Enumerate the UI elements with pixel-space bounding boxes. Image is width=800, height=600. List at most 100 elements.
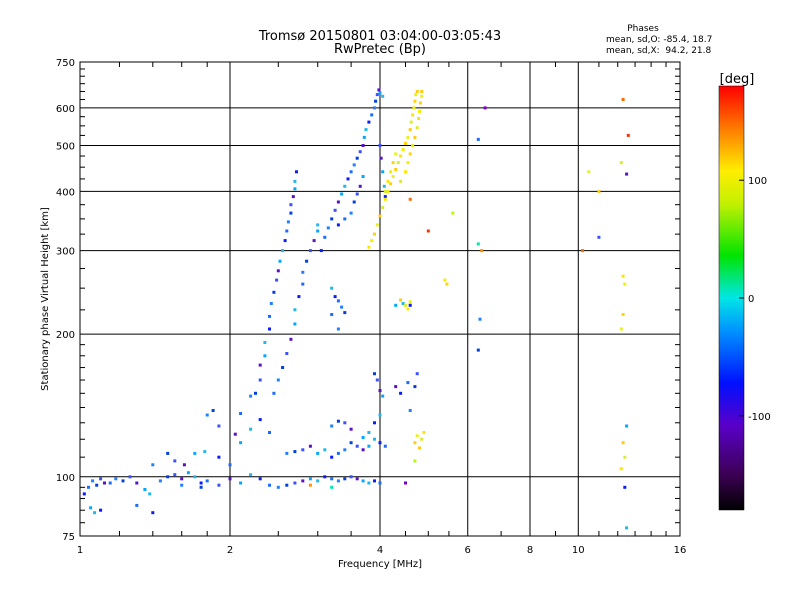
echo-point <box>180 477 184 481</box>
y-tick-label: 75 <box>62 532 75 543</box>
echo-point <box>426 229 430 233</box>
echo-point <box>367 444 371 448</box>
y-tick-labels: 75 100 200 300 400 500 600 750 <box>56 58 75 543</box>
echo-point <box>211 409 215 412</box>
echo-point <box>316 451 320 455</box>
echo-point <box>422 431 426 434</box>
echo-point <box>330 477 334 481</box>
echo-point <box>381 394 385 398</box>
echo-point <box>417 117 421 120</box>
minor-ticks <box>80 62 680 536</box>
echo-point <box>408 128 412 132</box>
echo-point <box>323 235 327 239</box>
y-tick-label: 300 <box>56 247 75 258</box>
echo-point <box>297 295 301 299</box>
echo-point <box>301 282 305 286</box>
echo-point <box>349 441 353 445</box>
echo-point <box>268 483 271 487</box>
y-tick-label: 400 <box>56 187 75 198</box>
echo-point <box>378 144 382 147</box>
echo-point <box>343 477 347 481</box>
echo-point <box>383 444 387 448</box>
plot-frame <box>79 61 681 537</box>
echo-point <box>301 479 305 483</box>
echo-point <box>330 424 334 428</box>
echo-point <box>367 120 371 124</box>
echo-point <box>394 303 398 307</box>
echo-point <box>355 156 359 160</box>
echo-point <box>480 249 484 253</box>
echo-point <box>336 479 340 483</box>
echo-point <box>619 161 623 165</box>
echo-point <box>228 463 232 467</box>
echo-point <box>293 322 297 326</box>
echo-point <box>370 113 374 117</box>
echo-point <box>186 471 190 475</box>
echo-point <box>276 269 280 273</box>
echo-point <box>308 477 312 481</box>
echo-point <box>289 203 293 207</box>
echo-point <box>323 475 327 479</box>
echo-points <box>82 88 630 530</box>
echo-point <box>281 366 285 369</box>
echo-point <box>349 475 353 479</box>
phase-stats-x: mean, sd,X: 94.2, 21.8 <box>606 46 712 56</box>
echo-point <box>399 179 403 183</box>
echo-point <box>386 179 390 183</box>
echo-point <box>587 170 591 174</box>
echo-point <box>381 170 385 174</box>
echo-point <box>333 208 337 212</box>
echo-point <box>476 137 480 141</box>
echo-point <box>415 126 419 130</box>
echo-point <box>406 135 410 139</box>
x-tick-label: 2 <box>227 545 233 556</box>
echo-point <box>293 481 297 485</box>
echo-point <box>91 479 95 483</box>
echo-point <box>358 184 362 188</box>
chart-title: Tromsø 20150801 03:04:00-03:05:43 <box>258 29 501 44</box>
y-tick-label: 100 <box>56 473 75 484</box>
echo-point <box>343 448 347 452</box>
echo-point <box>95 483 99 487</box>
echo-point <box>316 229 320 233</box>
echo-point <box>623 485 627 489</box>
y-tick-label: 500 <box>56 141 75 152</box>
echo-point <box>135 503 139 507</box>
echo-point <box>383 195 387 199</box>
echo-point <box>379 156 383 160</box>
echo-point <box>330 455 334 459</box>
echo-point <box>386 189 390 193</box>
x-tick-label: 16 <box>674 545 687 556</box>
echo-point <box>199 481 203 485</box>
echo-point <box>411 113 415 117</box>
echo-point <box>103 481 106 485</box>
echo-point <box>343 184 347 188</box>
echo-point <box>394 152 398 156</box>
echo-point <box>349 427 353 431</box>
echo-point <box>254 391 257 395</box>
echo-point <box>336 419 340 423</box>
echo-point <box>312 239 316 243</box>
x-tick-label: 8 <box>527 545 533 556</box>
echo-point <box>316 223 320 227</box>
echo-point <box>268 327 271 331</box>
echo-point <box>408 409 412 412</box>
echo-point <box>483 106 487 110</box>
echo-point <box>394 385 398 389</box>
echo-point <box>411 144 415 147</box>
echo-point <box>276 378 280 382</box>
echo-point <box>285 483 289 487</box>
echo-point <box>272 391 276 395</box>
echo-point <box>173 473 177 477</box>
echo-point <box>412 106 416 110</box>
echo-point <box>293 450 297 454</box>
colorbar-ticks: 100 0 -100 <box>739 176 771 423</box>
echo-point <box>258 378 262 382</box>
echo-point <box>89 506 93 510</box>
chart-subtitle: RwPretec (Bp) <box>334 42 426 57</box>
echo-point <box>619 467 623 471</box>
colorbar-tick-label: 100 <box>748 176 767 187</box>
echo-point <box>597 189 601 193</box>
echo-point <box>362 135 366 139</box>
